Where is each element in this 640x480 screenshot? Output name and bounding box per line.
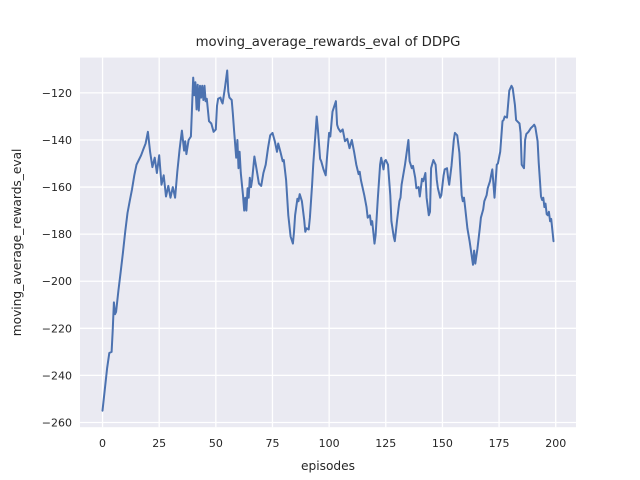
x-tick-label: 100 bbox=[319, 437, 340, 450]
plot-area bbox=[80, 57, 576, 428]
y-axis-label: moving_average_rewards_eval bbox=[10, 149, 24, 337]
y-tick-labels: −260 −240 −220 −200 −180 −160 −140 −120 bbox=[42, 87, 72, 430]
series-line bbox=[101, 69, 555, 412]
x-tick-label: 125 bbox=[375, 437, 396, 450]
y-tick-label: −160 bbox=[42, 181, 72, 194]
x-tick-label: 150 bbox=[432, 437, 453, 450]
x-tick-label: 50 bbox=[209, 437, 223, 450]
x-tick-label: 0 bbox=[99, 437, 106, 450]
chart-title: moving_average_rewards_eval of DDPG bbox=[196, 35, 461, 50]
y-tick-label: −260 bbox=[42, 416, 72, 429]
y-tick-label: −140 bbox=[42, 134, 72, 147]
x-axis-label: episodes bbox=[301, 459, 355, 473]
x-tick-label: 75 bbox=[265, 437, 279, 450]
x-tick-labels: 0 25 50 75 100 125 150 175 200 bbox=[99, 437, 566, 450]
y-tick-label: −200 bbox=[42, 275, 72, 288]
x-tick-label: 25 bbox=[152, 437, 166, 450]
y-tick-label: −120 bbox=[42, 87, 72, 100]
y-tick-label: −220 bbox=[42, 322, 72, 335]
x-tick-label: 200 bbox=[545, 437, 566, 450]
x-tick-label: 175 bbox=[489, 437, 510, 450]
y-tick-label: −180 bbox=[42, 228, 72, 241]
gridlines bbox=[80, 57, 576, 428]
y-tick-label: −240 bbox=[42, 369, 72, 382]
